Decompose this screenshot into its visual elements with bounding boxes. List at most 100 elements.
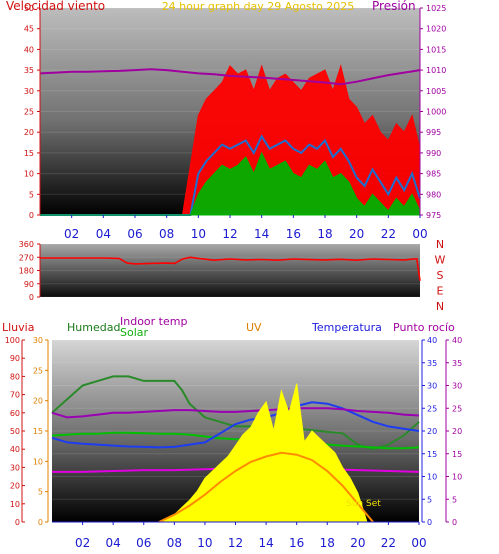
humedad-tick-label: 15 [33, 427, 43, 436]
temperatura-tick-label: 30 [427, 382, 437, 391]
compass-label: N [436, 300, 444, 313]
wind-speed-tick-label: 25 [24, 108, 34, 117]
wind-direction-grid [40, 243, 420, 298]
x-tick-label: 16 [286, 227, 301, 241]
temp-humidity-panel: 0102030405060708090100051015202530051015… [2, 315, 462, 550]
temp-humidity-axes: 0102030405060708090100051015202530051015… [5, 336, 462, 527]
punto-rocio-tick-label: 10 [452, 473, 462, 482]
lluvia-tick-label: 70 [10, 391, 20, 400]
x-tick-label: 10 [197, 536, 212, 550]
x-tick-label: 02 [64, 227, 79, 241]
compass-label: W [435, 254, 446, 267]
pressure-tick-label: 980 [426, 190, 441, 199]
legend-punto-rocio: Punto rocío [393, 321, 455, 334]
temp-humidity-x-axis: 02 04 06 08 10 12 14 16 18 20 22 00 [52, 521, 427, 550]
humedad-tick-label: 30 [33, 336, 43, 345]
wind-pressure-x-axis: 02 04 06 08 10 12 14 16 18 20 22 00 [64, 215, 428, 241]
series-line-uv [158, 451, 374, 523]
lluvia-tick-label: 100 [5, 336, 20, 345]
pressure-tick-label: 1000 [426, 108, 446, 117]
wind-average-line [40, 134, 421, 216]
humedad-tick-label: 10 [33, 457, 43, 466]
punto-rocio-tick-label: 25 [452, 404, 462, 413]
sun-set-label: Sun Set [346, 499, 381, 509]
x-tick-label: 12 [222, 227, 237, 241]
wind-speed-axis-label: Velocidad viento [6, 0, 105, 13]
wind-direction-tick-label: 0 [29, 293, 34, 302]
x-tick-label: 10 [191, 227, 206, 241]
compass-label: N [436, 238, 444, 251]
wind-direction-tick-label: 360 [19, 240, 34, 249]
pressure-tick-label: 1005 [426, 87, 446, 96]
wind-speed-tick-label: 15 [24, 149, 34, 158]
punto-rocio-tick-label: 15 [452, 450, 462, 459]
pressure-tick-label: 1025 [426, 4, 446, 13]
temp-humidity-series [51, 375, 420, 523]
x-tick-label: 18 [317, 227, 332, 241]
pressure-tick-label: 1010 [426, 66, 446, 75]
x-tick-label: 20 [349, 227, 364, 241]
lluvia-tick-label: 60 [10, 409, 20, 418]
temperatura-tick-label: 15 [427, 450, 437, 459]
punto-rocio-tick-label: 30 [452, 382, 462, 391]
legend-indoor-temp: Indoor temp [120, 315, 187, 328]
punto-rocio-tick-label: 40 [452, 336, 462, 345]
wind-pressure-series [39, 64, 421, 216]
x-tick-label: 06 [127, 227, 142, 241]
lluvia-tick-label: 80 [10, 372, 20, 381]
wind-direction-series [40, 256, 421, 281]
series-line-indoor-temp [51, 431, 420, 450]
lluvia-tick-label: 20 [10, 482, 20, 491]
wind-speed-tick-label: 40 [24, 45, 34, 54]
wind-direction-tick-label: 90 [24, 280, 34, 289]
pressure-tick-label: 975 [426, 211, 441, 220]
wind-direction-axis: 0 90 180 270 360 [19, 240, 41, 302]
punto-rocio-tick-label: 0 [452, 518, 457, 527]
temperatura-tick-label: 25 [427, 404, 437, 413]
wind-speed-axis: 0 5 10 15 20 25 30 35 40 45 50 [24, 4, 41, 220]
legend-temperatura: Temperatura [311, 321, 382, 334]
temperatura-tick-label: 35 [427, 359, 437, 368]
legend-uv: UV [246, 321, 262, 334]
x-tick-label: 14 [254, 227, 269, 241]
wind-speed-tick-label: 5 [29, 190, 34, 199]
pressure-tick-label: 990 [426, 149, 441, 158]
legend-solar: Solar [120, 326, 149, 339]
lluvia-tick-label: 10 [10, 500, 20, 509]
punto-rocio-tick-label: 35 [452, 359, 462, 368]
punto-rocio-tick-label: 20 [452, 427, 462, 436]
pressure-axis-label: Presión [372, 0, 416, 13]
x-tick-label: 16 [289, 536, 304, 550]
x-tick-label: 04 [96, 227, 111, 241]
x-tick-label: 12 [228, 536, 243, 550]
x-tick-label: 18 [320, 536, 335, 550]
x-tick-label: 20 [350, 536, 365, 550]
wind-speed-tick-label: 10 [24, 170, 34, 179]
series-line-humedad [51, 375, 420, 451]
x-tick-label: 08 [159, 227, 174, 241]
wind-speed-tick-label: 30 [24, 87, 34, 96]
x-tick-label: 22 [381, 227, 396, 241]
temperatura-tick-label: 5 [427, 495, 432, 504]
wind-direction-plot-bg [40, 244, 420, 297]
solar-radiation-area [52, 383, 419, 523]
temperatura-tick-label: 10 [427, 473, 437, 482]
pressure-tick-label: 1015 [426, 45, 446, 54]
series-area-wind [40, 151, 421, 216]
x-tick-label: 14 [258, 536, 273, 550]
temperatura-tick-label: 0 [427, 518, 432, 527]
wind-direction-tick-label: 180 [19, 267, 34, 276]
x-tick-label: 06 [136, 536, 151, 550]
humedad-tick-label: 25 [33, 366, 43, 375]
pressure-tick-label: 1020 [426, 25, 446, 34]
humedad-tick-label: 20 [33, 397, 43, 406]
wind-speed-tick-label: 35 [24, 66, 34, 75]
legend-humedad: Humedad [67, 321, 120, 334]
wind-speed-tick-label: 50 [24, 4, 34, 13]
pressure-axis: 975 980 985 990 995 1000 1005 1010 1015 1020 1025 [419, 4, 446, 220]
x-tick-label: 22 [381, 536, 396, 550]
